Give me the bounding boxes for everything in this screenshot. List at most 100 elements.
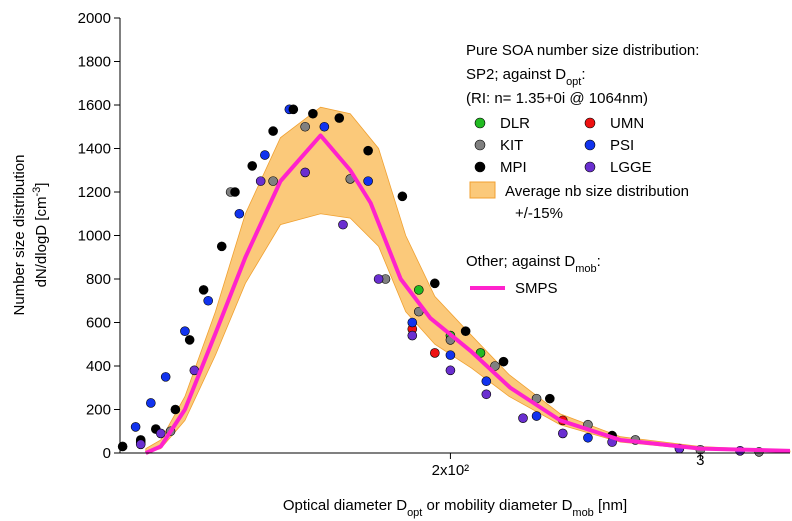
y-tick-label: 0	[103, 445, 111, 462]
point	[130, 422, 141, 432]
text-part: Pure SOA number size distribution:	[466, 42, 699, 59]
point	[414, 285, 424, 295]
y-tick-label: 1400	[78, 141, 111, 158]
y-axis-label: dN/dlogD [cm-3]	[31, 183, 50, 288]
legend-swatch	[469, 181, 496, 199]
point	[198, 285, 209, 295]
legend-marker	[584, 117, 596, 129]
point	[268, 126, 278, 136]
legend-title: (RI: n= 1.35+0i @ 1064nm)	[466, 90, 648, 107]
point	[583, 432, 593, 443]
point	[180, 326, 190, 337]
point	[373, 274, 384, 284]
point	[334, 113, 345, 123]
y-axis-label: Number size distribution	[11, 155, 28, 316]
point	[445, 365, 456, 376]
y-tick-label: 2000	[78, 10, 111, 27]
text-part: (RI: n= 1.35+0i @ 1064nm)	[466, 90, 648, 107]
point	[247, 161, 258, 171]
point	[255, 176, 266, 186]
text-part: SP2; against D	[466, 66, 566, 83]
point	[260, 150, 270, 160]
point	[117, 441, 128, 452]
point	[407, 330, 418, 341]
legend-marker	[474, 161, 486, 173]
point	[490, 361, 500, 371]
point	[445, 350, 456, 360]
text-part: ]	[33, 183, 50, 187]
point	[300, 121, 310, 132]
point	[481, 376, 492, 387]
y-tick-label: 1200	[78, 184, 111, 201]
point	[300, 167, 310, 178]
point	[230, 187, 240, 197]
text-part: mob	[575, 263, 596, 275]
point	[135, 439, 146, 450]
point	[170, 404, 181, 415]
point	[319, 121, 330, 132]
legend-label: DLR	[500, 115, 530, 132]
point	[545, 393, 555, 404]
x-tick-label: 3	[696, 452, 704, 469]
text-part: Other; against D	[466, 253, 575, 270]
y-tick-label: 200	[86, 402, 111, 419]
text-part: Number size distribution	[11, 155, 28, 316]
legend-title: Pure SOA number size distribution:	[466, 42, 699, 59]
legend-marker	[584, 139, 596, 151]
text-part: :	[581, 66, 585, 83]
point	[234, 208, 245, 219]
y-tick-label: 1000	[78, 228, 111, 245]
point	[531, 411, 542, 421]
text-part: dN/dlogD [cm	[33, 197, 50, 288]
y-tick-label: 600	[86, 315, 111, 332]
point	[518, 413, 528, 424]
text-part: opt	[566, 76, 581, 88]
x-tick-label: 2x10²	[432, 462, 470, 479]
legend-marker	[474, 139, 486, 151]
point	[268, 176, 278, 186]
legend-marker	[584, 161, 596, 173]
point	[430, 278, 440, 289]
point	[160, 372, 171, 382]
y-tick-label: 400	[86, 358, 111, 375]
point	[203, 295, 213, 306]
legend-title: SP2; against Dopt:	[466, 66, 586, 88]
point	[557, 428, 568, 439]
point	[216, 241, 227, 252]
y-tick-label: 1600	[78, 97, 111, 114]
text-part: mob	[572, 507, 593, 519]
text-part: Optical diameter D	[283, 497, 407, 514]
point	[363, 145, 373, 156]
text-part: or mobility diameter D	[422, 497, 572, 514]
point	[363, 176, 373, 186]
point	[407, 317, 418, 328]
text-part: [nm]	[594, 497, 627, 514]
legend-label: PSI	[610, 137, 634, 154]
point	[430, 348, 440, 358]
text-part: -3	[31, 187, 43, 197]
point	[308, 108, 318, 119]
point	[155, 428, 166, 439]
point	[498, 356, 509, 367]
legend-label: Average nb size distribution	[505, 183, 689, 200]
point	[460, 326, 471, 337]
point	[288, 104, 299, 115]
legend-label: MPI	[500, 159, 527, 176]
legend-label: +/-15%	[515, 205, 563, 222]
point	[397, 191, 408, 202]
legend-label: SMPS	[515, 280, 558, 297]
text-part: :	[597, 253, 601, 270]
line	[144, 133, 791, 455]
point	[481, 389, 492, 400]
legend-marker	[474, 117, 486, 129]
legend-label: KIT	[500, 137, 523, 154]
point	[184, 335, 195, 345]
x-axis-label: Optical diameter Dopt or mobility diamet…	[283, 497, 627, 519]
y-tick-label: 800	[86, 271, 111, 288]
legend-label: LGGE	[610, 159, 652, 176]
point	[338, 219, 348, 230]
legend-label: UMN	[610, 115, 644, 132]
y-tick-label: 1800	[78, 54, 111, 71]
band	[145, 106, 791, 454]
